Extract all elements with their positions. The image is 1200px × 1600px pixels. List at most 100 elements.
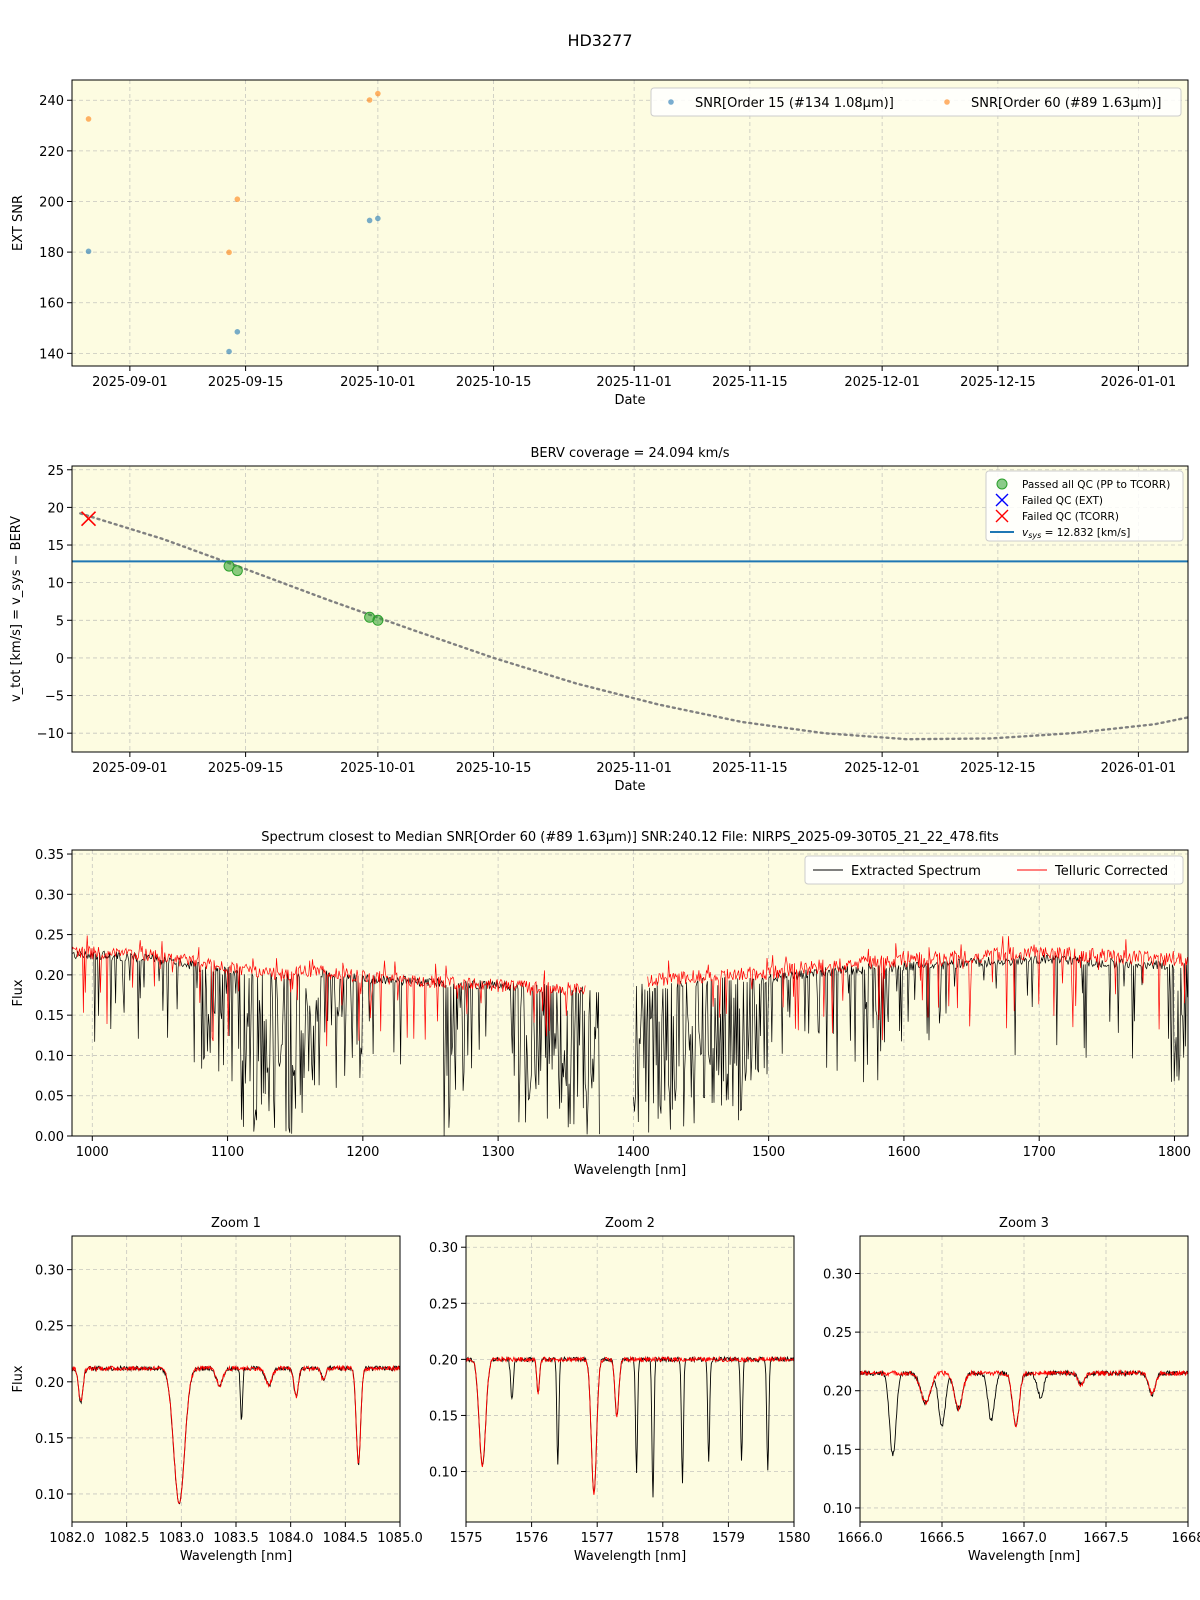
y-axis-label: v_tot [km/s] = v_sys − BERV: [9, 516, 24, 702]
x-tick-label: 2025-09-15: [208, 375, 284, 390]
x-tick-label: 1084.5: [323, 1531, 369, 1546]
y-tick-label: 200: [39, 195, 64, 210]
chart-title: Zoom 2: [605, 1216, 655, 1231]
legend-label: Telluric Corrected: [1054, 864, 1168, 879]
legend-box: [985, 470, 1184, 542]
axes-snr: 2025-09-01 2025-09-15 2025-10-01 2025-10-15…: [11, 79, 1189, 408]
axes-frame: [859, 1235, 1189, 1523]
x-tick-label: 1083.5: [213, 1531, 259, 1546]
x-axis-label: Date: [614, 779, 645, 794]
x-tick-label: 2025-10-15: [456, 761, 532, 776]
gridlines: [72, 80, 1188, 366]
snr-point: [85, 248, 92, 255]
legend-label: Passed all QC (PP to TCORR): [1022, 479, 1170, 491]
y-tick-label: 0.15: [35, 1009, 64, 1024]
x-tick-label: 2025-10-15: [456, 375, 532, 390]
x-axis-label: Wavelength [nm]: [574, 1163, 686, 1178]
x-tick-label: 1578: [646, 1531, 679, 1546]
passed-qc-point: [223, 560, 235, 572]
axes-frame: [71, 849, 1189, 1137]
legend-label: Failed QC (TCORR): [1022, 511, 1119, 523]
legend: SNR[Order 15 (#134 1.08μm)] SNR[Order 60 …: [650, 87, 1182, 117]
legend-label: SNR[Order 60 (#89 1.63μm)]: [971, 96, 1162, 111]
x-tick-label: 1666.5: [919, 1531, 965, 1546]
telluric-corrected-line: [860, 1369, 1188, 1428]
legend-label: SNR[Order 15 (#134 1.08μm)]: [695, 96, 894, 111]
x-tick-label: 1579: [712, 1531, 745, 1546]
x-tick-label: 1400: [617, 1145, 650, 1160]
x-tick-label: 2026-01-01: [1101, 375, 1177, 390]
y-tick-label: 0.20: [429, 1353, 458, 1368]
y-tick-label: 0.20: [35, 1376, 64, 1391]
x-tick-label: 1580: [777, 1531, 810, 1546]
x-tick-label: 2025-11-01: [596, 761, 672, 776]
snr-point: [226, 249, 232, 256]
x-axis-label: Date: [614, 393, 645, 408]
legend-box: [804, 855, 1184, 885]
x-tick-label: 1083.0: [159, 1531, 205, 1546]
x-tick-label: 1576: [515, 1531, 548, 1546]
y-axis-label: Flux: [11, 1365, 26, 1392]
x-tick-label: 1600: [887, 1145, 920, 1160]
snr-point: [375, 215, 381, 222]
x-tick-label: 2025-12-15: [960, 761, 1036, 776]
x-tick-label: 2025-09-01: [92, 761, 168, 776]
legend: Passed all QC (PP to TCORR) Failed QC (EX…: [985, 470, 1184, 542]
y-tick-label: 140: [39, 347, 64, 362]
axes-zoom3: 1666.0 1666.5 1667.0 1667.5 1668 0.10 0.15 0.20…: [823, 1216, 1200, 1564]
axes-zoom1: 1082.0 1082.5 1083.0 1083.5 1084.0 1084.5 1085…: [11, 1216, 423, 1564]
x-tick-label: 1667.5: [1083, 1531, 1129, 1546]
x-tick-label: 1085.0: [377, 1531, 423, 1546]
y-tick-label: 0.30: [429, 1241, 458, 1256]
x-axis-label: Wavelength [nm]: [180, 1549, 292, 1564]
legend: Extracted Spectrum Telluric Corrected: [804, 855, 1184, 885]
legend-label: Extracted Spectrum: [851, 864, 981, 879]
y-axis-label: Flux: [11, 979, 26, 1006]
legend-label-part: sys: [1028, 531, 1041, 540]
x-axis-label: Wavelength [nm]: [968, 1549, 1080, 1564]
axes-frame: [465, 1235, 795, 1523]
x-tick-label: 2025-12-01: [844, 761, 920, 776]
x-tick-label: 2025-10-01: [340, 761, 416, 776]
y-tick-label: 240: [39, 94, 64, 109]
x-axis-label: Wavelength [nm]: [574, 1549, 686, 1564]
snr-point: [234, 329, 241, 335]
legend-marker: [995, 509, 1009, 523]
passed-qc-point: [372, 614, 384, 626]
y-tick-label: 0.25: [429, 1297, 458, 1312]
x-tick-label: 2026-01-01: [1101, 761, 1177, 776]
x-tick-label: 1577: [581, 1531, 614, 1546]
y-tick-label: 0.00: [35, 1130, 64, 1145]
legend-label-part: v: [1022, 527, 1029, 539]
y-tick-label: 0: [56, 652, 64, 667]
y-tick-label: 0.30: [35, 888, 64, 903]
axes-frame: [71, 79, 1189, 367]
x-tick-label: 1200: [346, 1145, 379, 1160]
x-tick-label: 1300: [482, 1145, 515, 1160]
x-tick-label: 1082.5: [104, 1531, 150, 1546]
x-tick-label: 1084.0: [268, 1531, 314, 1546]
x-tick-label: 1668: [1171, 1531, 1200, 1546]
y-tick-label: 0.35: [35, 848, 64, 863]
x-tick-label: 2025-11-15: [712, 761, 788, 776]
y-tick-label: 0.25: [823, 1326, 852, 1341]
x-tick-label: 2025-12-15: [960, 375, 1036, 390]
failed-tcorr-point: [80, 511, 97, 527]
y-tick-label: 0.25: [35, 929, 64, 944]
x-tick-label: 2025-12-01: [844, 375, 920, 390]
x-tick-label: 1100: [211, 1145, 244, 1160]
snr-point: [375, 90, 381, 97]
y-tick-label: 0.05: [35, 1090, 64, 1105]
telluric-corrected-line: [466, 1355, 794, 1495]
telluric-corrected-line: [72, 1364, 400, 1504]
snr-point: [226, 348, 232, 355]
legend-marker: [944, 99, 950, 105]
y-tick-label: −5: [45, 690, 64, 705]
x-tick-label: 1666.0: [837, 1531, 883, 1546]
legend-label: vsys = 12.832 [km/s]: [1022, 527, 1130, 540]
x-tick-label: 2025-09-15: [208, 761, 284, 776]
y-tick-label: 180: [39, 246, 64, 261]
plot-layer: 2025-09-01 2025-09-15 2025-10-01 2025-10-15…: [9, 79, 1200, 1564]
y-tick-label: 25: [47, 464, 64, 479]
